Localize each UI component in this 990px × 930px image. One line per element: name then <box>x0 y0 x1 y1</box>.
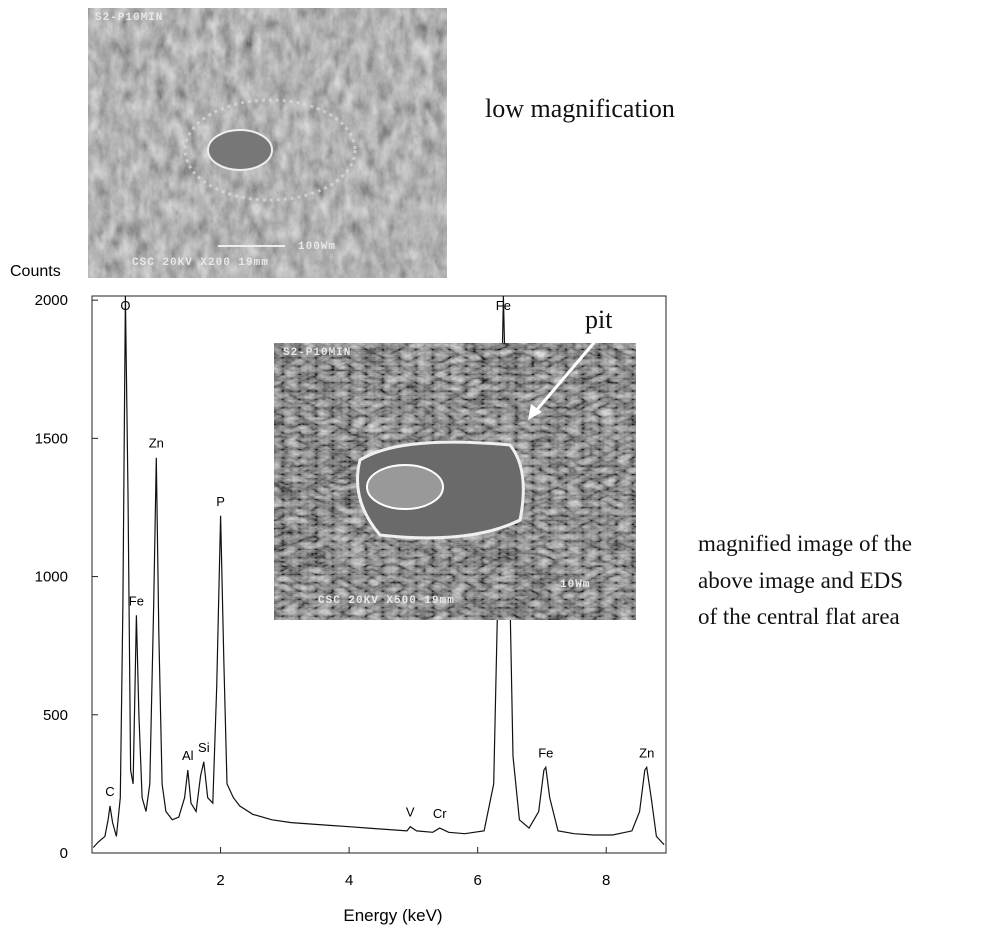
peak-label: Zn <box>149 436 164 451</box>
y-tick-label: 500 <box>43 707 68 724</box>
image-header: S2-P10MIN <box>283 347 351 359</box>
image-footer: CSC 20KV X200 19mm <box>132 257 269 269</box>
peak-label: Fe <box>129 593 144 608</box>
x-tick-label: 8 <box>602 872 610 889</box>
peak-label: C <box>105 784 114 799</box>
peak-label: Cr <box>433 806 447 821</box>
y-tick-label: 1000 <box>35 569 68 586</box>
sem-image-low: S2-P10MIN 100Wm CSC 20KV X200 19mm <box>88 8 447 278</box>
y-tick-label: 0 <box>60 845 68 862</box>
caption-line: above image and EDS <box>698 568 903 593</box>
figure: S2-P10MIN 100Wm CSC 20KV X200 19mm low m… <box>0 0 990 930</box>
peak-label: O <box>120 298 130 313</box>
peak-label: Fe <box>496 298 511 313</box>
x-axis-label: Energy (keV) <box>343 906 442 925</box>
peak-label: P <box>216 494 225 509</box>
sem-image-magnified: S2-P10MIN 10Wm CSC 20KV X500 19mm <box>274 338 636 620</box>
y-axis-label: Counts <box>10 263 61 280</box>
peak-label: Si <box>198 740 210 755</box>
image-footer: CSC 20KV X500 19mm <box>318 595 455 607</box>
peak-label: V <box>406 805 415 820</box>
caption-low: low magnification <box>485 94 675 123</box>
pointer-label: pit <box>585 305 613 334</box>
image-header: S2-P10MIN <box>95 12 163 24</box>
x-tick-label: 2 <box>216 872 224 889</box>
y-tick-label: 2000 <box>35 292 68 309</box>
caption-line: magnified image of the <box>698 531 912 556</box>
image-scale-bar: 100Wm <box>298 241 336 253</box>
y-tick-label: 1500 <box>35 430 68 447</box>
x-tick-label: 6 <box>473 872 481 889</box>
caption-line: of the central flat area <box>698 604 900 629</box>
peak-label: Fe <box>538 745 553 760</box>
peak-label: Zn <box>639 745 654 760</box>
peak-label: Al <box>182 748 194 763</box>
x-tick-label: 4 <box>345 872 353 889</box>
image-scale-bar: 10Wm <box>560 579 590 591</box>
